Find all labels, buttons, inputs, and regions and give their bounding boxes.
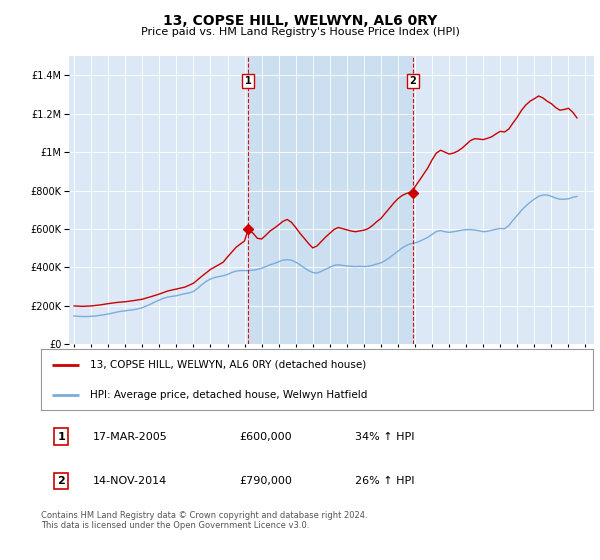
Text: Price paid vs. HM Land Registry's House Price Index (HPI): Price paid vs. HM Land Registry's House …	[140, 27, 460, 38]
Text: 14-NOV-2014: 14-NOV-2014	[93, 476, 167, 486]
Text: 34% ↑ HPI: 34% ↑ HPI	[355, 432, 415, 442]
Text: £790,000: £790,000	[239, 476, 292, 486]
Text: £600,000: £600,000	[239, 432, 292, 442]
Text: 1: 1	[58, 432, 65, 442]
Text: Contains HM Land Registry data © Crown copyright and database right 2024.
This d: Contains HM Land Registry data © Crown c…	[41, 511, 367, 530]
Text: 2: 2	[409, 76, 416, 86]
Text: 13, COPSE HILL, WELWYN, AL6 0RY: 13, COPSE HILL, WELWYN, AL6 0RY	[163, 14, 437, 28]
Text: HPI: Average price, detached house, Welwyn Hatfield: HPI: Average price, detached house, Welw…	[91, 390, 368, 400]
Text: 2: 2	[58, 476, 65, 486]
Text: 1: 1	[245, 76, 251, 86]
Text: 13, COPSE HILL, WELWYN, AL6 0RY (detached house): 13, COPSE HILL, WELWYN, AL6 0RY (detache…	[91, 360, 367, 370]
Bar	[248, 56, 413, 344]
Text: 17-MAR-2005: 17-MAR-2005	[93, 432, 168, 442]
Text: 26% ↑ HPI: 26% ↑ HPI	[355, 476, 415, 486]
